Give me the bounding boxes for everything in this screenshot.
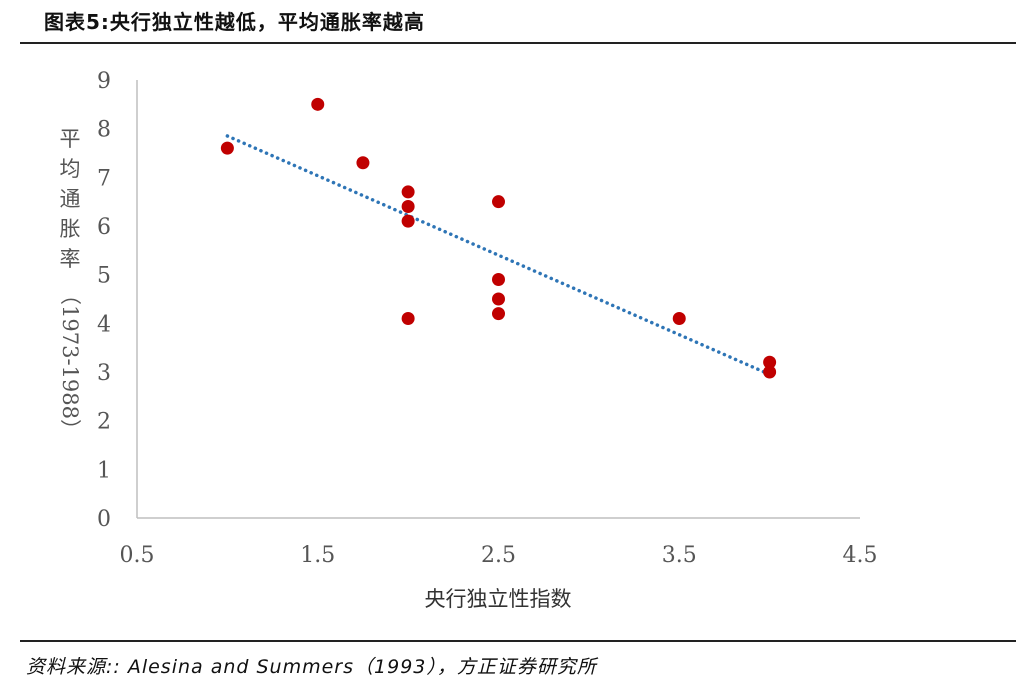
source-note: 资料来源:: Alesina and Summers（1993），方正证券研究所 [26, 656, 597, 678]
y-tick-label: 8 [97, 118, 111, 143]
chart-trendline-group [225, 134, 772, 377]
y-tick-label: 2 [97, 410, 111, 435]
figure-title: 图表5:央行独立性越低，平均通胀率越高 [44, 10, 425, 34]
data-point [401, 311, 415, 325]
chart-points [220, 97, 777, 379]
data-point [763, 365, 777, 379]
y-tick-label: 6 [97, 215, 111, 240]
chart-axes [136, 80, 860, 519]
y-tick-label: 5 [97, 264, 111, 289]
data-point [401, 200, 415, 214]
data-point [492, 273, 505, 287]
x-tick-label: 0.5 [120, 543, 155, 568]
y-tick-label: 4 [97, 312, 111, 337]
data-point [672, 311, 686, 325]
y-axis-title: 平均通胀率 （1973-1988） [58, 127, 82, 440]
data-point [401, 214, 415, 228]
y-axis-title-text: 平均通胀率 [60, 127, 81, 271]
data-point [492, 195, 505, 209]
x-tick-label: 4.5 [843, 543, 878, 568]
y-tick-label: 1 [97, 458, 111, 483]
data-point [311, 97, 325, 111]
scatter-chart: 0 1 2 3 4 5 6 7 8 9 0.5 1.5 2.5 3.5 4.5 央行独立性指数 平均通胀率 （… [58, 69, 878, 611]
x-tick-label: 3.5 [662, 543, 697, 568]
y-tick-label: 9 [97, 69, 111, 94]
y-tick-label: 0 [97, 507, 111, 532]
trendline [225, 134, 772, 377]
data-point [492, 307, 505, 321]
y-axis-title-rotated-part: （1973-1988） [58, 284, 82, 440]
data-point [763, 355, 777, 369]
x-tick-label: 2.5 [481, 543, 516, 568]
data-point [220, 141, 234, 155]
y-tick-label: 3 [97, 361, 111, 386]
data-point [492, 292, 505, 306]
data-point [356, 156, 370, 170]
x-axis-title: 央行独立性指数 [425, 587, 572, 611]
title-divider [20, 42, 1016, 44]
chart-tick-labels: 0 1 2 3 4 5 6 7 8 9 0.5 1.5 2.5 3.5 4.5 [97, 69, 878, 568]
y-tick-label: 7 [97, 166, 111, 191]
data-point [401, 185, 415, 199]
source-divider [20, 640, 1016, 642]
x-tick-label: 1.5 [300, 543, 335, 568]
